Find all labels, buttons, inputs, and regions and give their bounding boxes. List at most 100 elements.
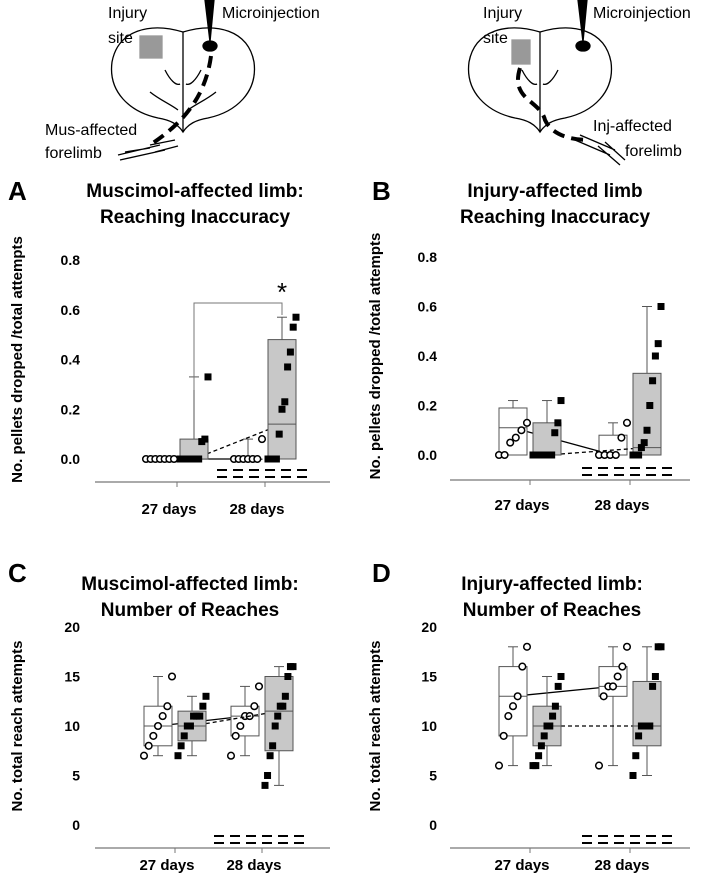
data-point bbox=[289, 323, 297, 331]
chart-title: Injury-affected limb bbox=[467, 181, 642, 202]
box bbox=[230, 705, 260, 737]
data-point bbox=[632, 752, 640, 760]
data-point bbox=[271, 722, 279, 730]
data-point bbox=[281, 692, 289, 700]
data-point bbox=[513, 692, 522, 701]
data-point bbox=[657, 303, 665, 310]
chart-title: Number of Reaches bbox=[463, 600, 641, 621]
data-point bbox=[551, 429, 559, 437]
data-point bbox=[518, 662, 527, 671]
data-point bbox=[654, 340, 662, 348]
y-tick-label: 0.6 bbox=[418, 299, 438, 315]
data-point bbox=[613, 672, 622, 681]
data-point bbox=[292, 313, 300, 321]
data-point bbox=[257, 435, 267, 444]
y-tick-label: 0.2 bbox=[61, 401, 81, 417]
chart-title: Injury-affected limb: bbox=[461, 574, 643, 595]
data-point bbox=[511, 433, 520, 442]
data-point bbox=[635, 451, 643, 459]
data-point bbox=[139, 751, 149, 760]
data-point bbox=[199, 702, 207, 710]
chart-title: Reaching Inaccuracy bbox=[460, 207, 651, 228]
y-tick-label: 0 bbox=[72, 817, 80, 833]
data-point bbox=[202, 692, 210, 700]
data-point bbox=[649, 682, 657, 690]
data-point bbox=[643, 426, 651, 434]
data-point bbox=[522, 418, 532, 427]
data-point bbox=[286, 348, 294, 356]
data-point bbox=[557, 673, 565, 680]
panel-letter: B bbox=[372, 176, 391, 206]
data-point bbox=[163, 702, 172, 711]
y-tick-label: 0.0 bbox=[61, 451, 81, 467]
data-point bbox=[594, 761, 604, 770]
data-point bbox=[289, 663, 297, 671]
y-tick-label: 5 bbox=[429, 768, 437, 784]
data-point bbox=[554, 419, 562, 427]
data-point bbox=[264, 772, 272, 779]
data-point bbox=[272, 455, 280, 463]
data-point bbox=[278, 405, 286, 413]
data-point bbox=[504, 712, 513, 721]
y-axis-label: No. total reach attempts bbox=[367, 641, 384, 812]
limb-label: forelimb bbox=[45, 145, 102, 162]
data-point bbox=[499, 731, 508, 740]
data-point bbox=[506, 438, 515, 447]
y-tick-label: 0.0 bbox=[418, 447, 438, 463]
data-point bbox=[611, 450, 620, 460]
x-tick-label: 27 days bbox=[494, 857, 549, 874]
box bbox=[532, 422, 562, 456]
data-point bbox=[651, 352, 659, 360]
median-trend bbox=[512, 427, 614, 456]
brain-diagram bbox=[110, 0, 256, 161]
data-point bbox=[548, 451, 556, 459]
y-tick-label: 20 bbox=[64, 619, 80, 635]
data-point bbox=[275, 430, 283, 438]
data-point bbox=[549, 712, 557, 720]
data-point bbox=[651, 673, 659, 680]
data-point bbox=[517, 426, 526, 435]
injury-label: site bbox=[108, 30, 133, 47]
y-axis-label: No. pellets dropped /total attempts bbox=[9, 236, 26, 483]
data-point bbox=[231, 731, 240, 740]
data-point bbox=[169, 454, 179, 464]
box bbox=[498, 666, 528, 737]
data-point bbox=[546, 722, 554, 730]
median-trend bbox=[512, 685, 614, 697]
data-point bbox=[284, 673, 292, 680]
data-point bbox=[144, 741, 153, 750]
x-tick-label: 27 days bbox=[494, 497, 549, 514]
data-point bbox=[149, 731, 158, 740]
median-trend bbox=[193, 423, 283, 460]
data-point bbox=[279, 702, 287, 710]
x-tick-label: 27 days bbox=[141, 501, 196, 518]
data-point bbox=[153, 721, 163, 731]
data-point bbox=[226, 751, 236, 760]
x-tick-label: 28 days bbox=[229, 501, 284, 518]
x-tick-label: 27 days bbox=[139, 857, 194, 874]
injection-label: Microinjection bbox=[222, 5, 320, 22]
median-trend bbox=[546, 446, 648, 456]
injection-label: Microinjection bbox=[593, 5, 691, 22]
data-point bbox=[646, 722, 654, 730]
data-point bbox=[158, 712, 167, 721]
y-tick-label: 0 bbox=[429, 817, 437, 833]
data-point bbox=[500, 450, 509, 460]
data-point bbox=[629, 772, 637, 779]
data-point bbox=[540, 732, 548, 740]
data-point bbox=[646, 402, 654, 409]
data-point bbox=[508, 702, 518, 711]
panel-letter: C bbox=[8, 558, 27, 588]
data-point bbox=[196, 712, 204, 720]
data-point bbox=[622, 418, 632, 427]
data-point bbox=[180, 732, 188, 740]
data-point bbox=[617, 433, 626, 442]
data-point bbox=[274, 712, 282, 720]
data-point bbox=[195, 455, 203, 463]
x-tick-label: 28 days bbox=[226, 857, 281, 874]
data-point bbox=[608, 682, 618, 691]
data-point bbox=[557, 397, 565, 405]
limb-label: Mus-affected bbox=[45, 122, 137, 139]
data-point bbox=[657, 643, 665, 651]
